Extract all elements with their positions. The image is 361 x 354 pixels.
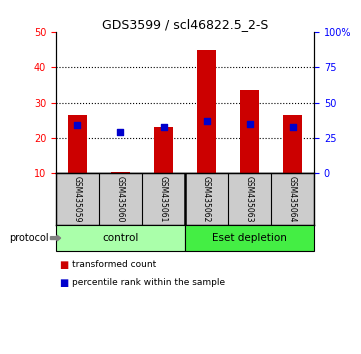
Text: GSM435060: GSM435060	[116, 176, 125, 222]
Bar	[154, 127, 173, 173]
Point	[290, 125, 295, 130]
Bar	[68, 115, 87, 173]
Point	[204, 118, 209, 124]
Point	[118, 129, 123, 135]
Text: GSM435059: GSM435059	[73, 176, 82, 222]
Title: GDS3599 / scl46822.5_2-S: GDS3599 / scl46822.5_2-S	[102, 18, 268, 31]
Bar	[111, 172, 130, 173]
Text: ■: ■	[60, 260, 69, 270]
Text: GSM435062: GSM435062	[202, 176, 211, 222]
Text: GSM435061: GSM435061	[159, 176, 168, 222]
Text: percentile rank within the sample: percentile rank within the sample	[72, 278, 225, 287]
Point	[247, 121, 252, 127]
Text: transformed count: transformed count	[72, 260, 156, 269]
Text: GSM435063: GSM435063	[245, 176, 254, 222]
Bar	[197, 50, 216, 173]
Text: control: control	[102, 233, 139, 243]
Point	[75, 122, 81, 128]
Text: ■: ■	[60, 278, 69, 288]
Bar	[240, 90, 259, 173]
Text: Eset depletion: Eset depletion	[212, 233, 287, 243]
Text: GSM435064: GSM435064	[288, 176, 297, 222]
Text: protocol: protocol	[9, 233, 49, 243]
Point	[161, 124, 166, 130]
Bar	[283, 115, 302, 173]
